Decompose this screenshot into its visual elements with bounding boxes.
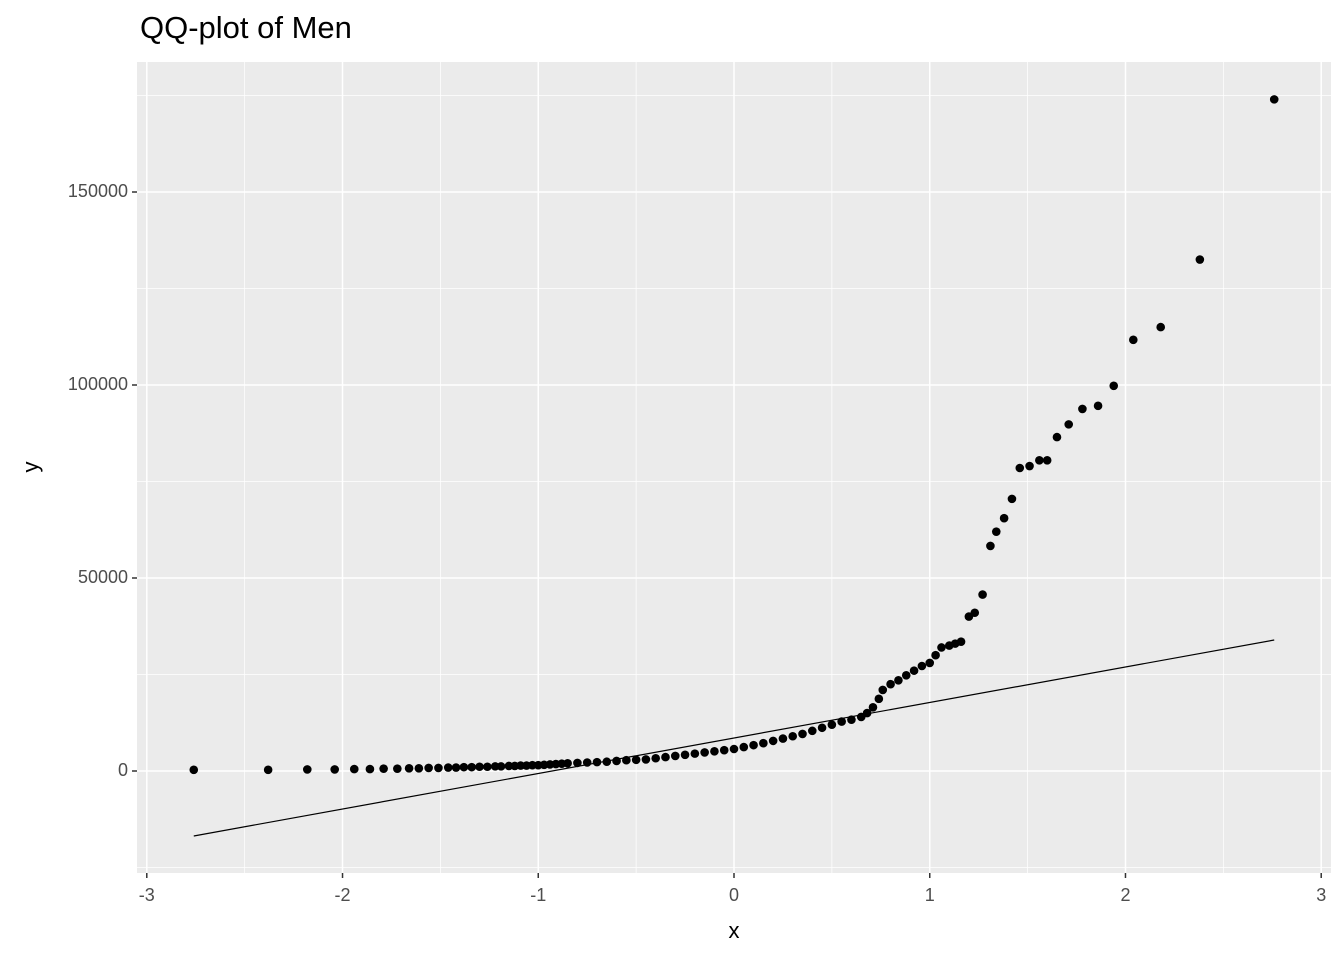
point bbox=[729, 744, 739, 754]
point bbox=[739, 742, 749, 752]
x-tick-label: 2 bbox=[1120, 885, 1130, 905]
point bbox=[937, 643, 946, 652]
x-tick-label: 1 bbox=[925, 885, 935, 905]
point bbox=[710, 747, 719, 756]
point bbox=[263, 765, 273, 775]
point bbox=[496, 762, 506, 771]
point bbox=[189, 765, 199, 775]
point bbox=[602, 757, 612, 767]
point bbox=[999, 513, 1009, 523]
point bbox=[1035, 455, 1044, 465]
point bbox=[451, 763, 461, 772]
point bbox=[1007, 494, 1017, 504]
x-tick-label: 0 bbox=[729, 885, 739, 905]
point bbox=[612, 756, 621, 766]
point bbox=[661, 752, 670, 762]
point bbox=[1269, 95, 1279, 104]
point bbox=[443, 763, 453, 772]
point bbox=[475, 762, 484, 772]
point bbox=[925, 658, 935, 668]
point bbox=[434, 763, 443, 773]
point bbox=[424, 763, 433, 773]
point bbox=[631, 755, 641, 765]
point bbox=[563, 758, 572, 768]
point bbox=[986, 541, 995, 551]
point bbox=[1052, 432, 1062, 442]
point bbox=[827, 720, 837, 729]
point bbox=[414, 763, 424, 773]
point bbox=[1025, 461, 1034, 471]
point bbox=[909, 666, 919, 675]
point bbox=[393, 764, 402, 773]
reference-line bbox=[193, 639, 1275, 837]
x-tick-label: -3 bbox=[139, 885, 155, 905]
point bbox=[878, 685, 888, 695]
point bbox=[991, 527, 1001, 536]
point bbox=[1093, 401, 1103, 411]
point bbox=[670, 751, 680, 761]
point bbox=[459, 762, 469, 772]
point bbox=[862, 708, 872, 718]
point bbox=[1109, 381, 1119, 391]
point bbox=[700, 748, 709, 757]
point bbox=[483, 762, 492, 772]
point bbox=[365, 764, 375, 774]
point bbox=[886, 679, 895, 689]
x-axis-label: x bbox=[729, 918, 740, 943]
point bbox=[768, 736, 778, 746]
point bbox=[798, 729, 807, 739]
point bbox=[1042, 455, 1052, 465]
point bbox=[1129, 335, 1138, 345]
point bbox=[651, 753, 661, 763]
x-tick-label: -1 bbox=[530, 885, 546, 905]
y-tick-label: 50000 bbox=[78, 567, 128, 587]
point bbox=[1078, 404, 1087, 414]
point bbox=[874, 694, 884, 704]
point bbox=[901, 670, 911, 680]
point bbox=[379, 764, 388, 773]
point bbox=[349, 764, 359, 774]
y-tick-label: 100000 bbox=[68, 374, 128, 394]
point bbox=[749, 740, 758, 750]
point bbox=[1015, 463, 1025, 473]
point bbox=[978, 590, 987, 599]
point bbox=[817, 723, 827, 733]
x-tick-label: 3 bbox=[1316, 885, 1326, 905]
point bbox=[330, 765, 339, 774]
point bbox=[573, 758, 582, 768]
point bbox=[1064, 420, 1074, 429]
y-tick-label: 0 bbox=[118, 760, 128, 780]
point bbox=[719, 745, 729, 755]
point bbox=[680, 750, 690, 760]
point bbox=[759, 738, 768, 748]
point bbox=[931, 650, 940, 660]
point bbox=[788, 731, 798, 741]
point bbox=[1156, 322, 1166, 332]
point bbox=[970, 608, 980, 618]
point bbox=[778, 734, 788, 743]
point bbox=[894, 675, 903, 685]
chart-title: QQ-plot of Men bbox=[140, 10, 352, 45]
point bbox=[641, 755, 651, 764]
point bbox=[592, 757, 602, 767]
point bbox=[917, 661, 927, 671]
point bbox=[868, 703, 878, 712]
x-tick-label: -2 bbox=[335, 885, 351, 905]
y-axis-label: y bbox=[18, 462, 43, 473]
point bbox=[690, 749, 700, 758]
point bbox=[807, 726, 817, 736]
point bbox=[956, 637, 966, 646]
point bbox=[1195, 255, 1205, 264]
y-tick-label: 150000 bbox=[68, 181, 128, 201]
point bbox=[404, 763, 414, 773]
point bbox=[467, 762, 477, 772]
point bbox=[302, 765, 312, 774]
